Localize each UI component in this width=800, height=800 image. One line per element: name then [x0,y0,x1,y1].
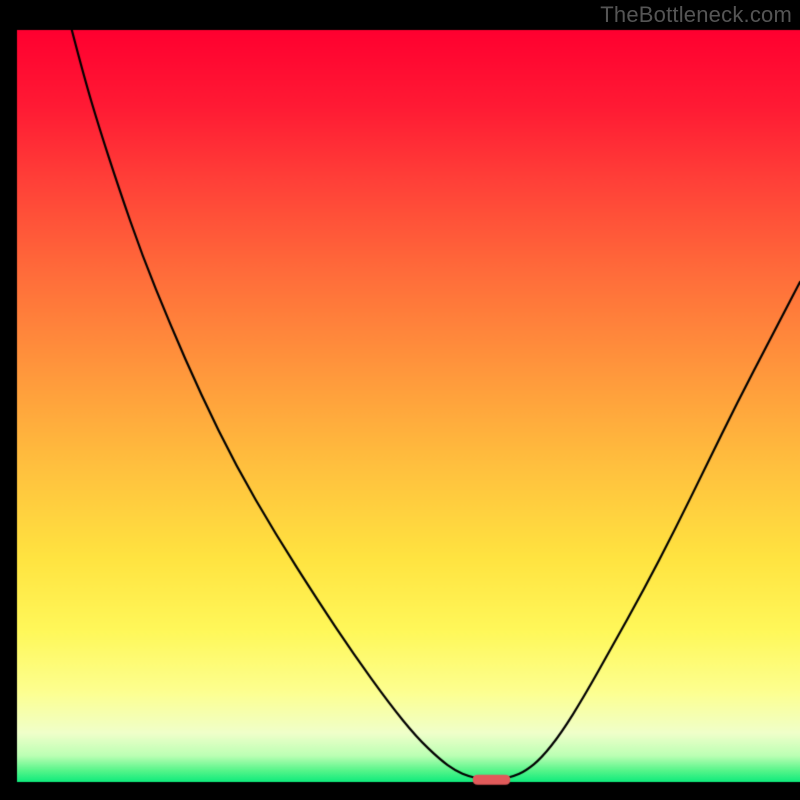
bottleneck-chart-canvas [0,0,800,800]
watermark-text: TheBottleneck.com [600,2,792,28]
chart-container: TheBottleneck.com [0,0,800,800]
